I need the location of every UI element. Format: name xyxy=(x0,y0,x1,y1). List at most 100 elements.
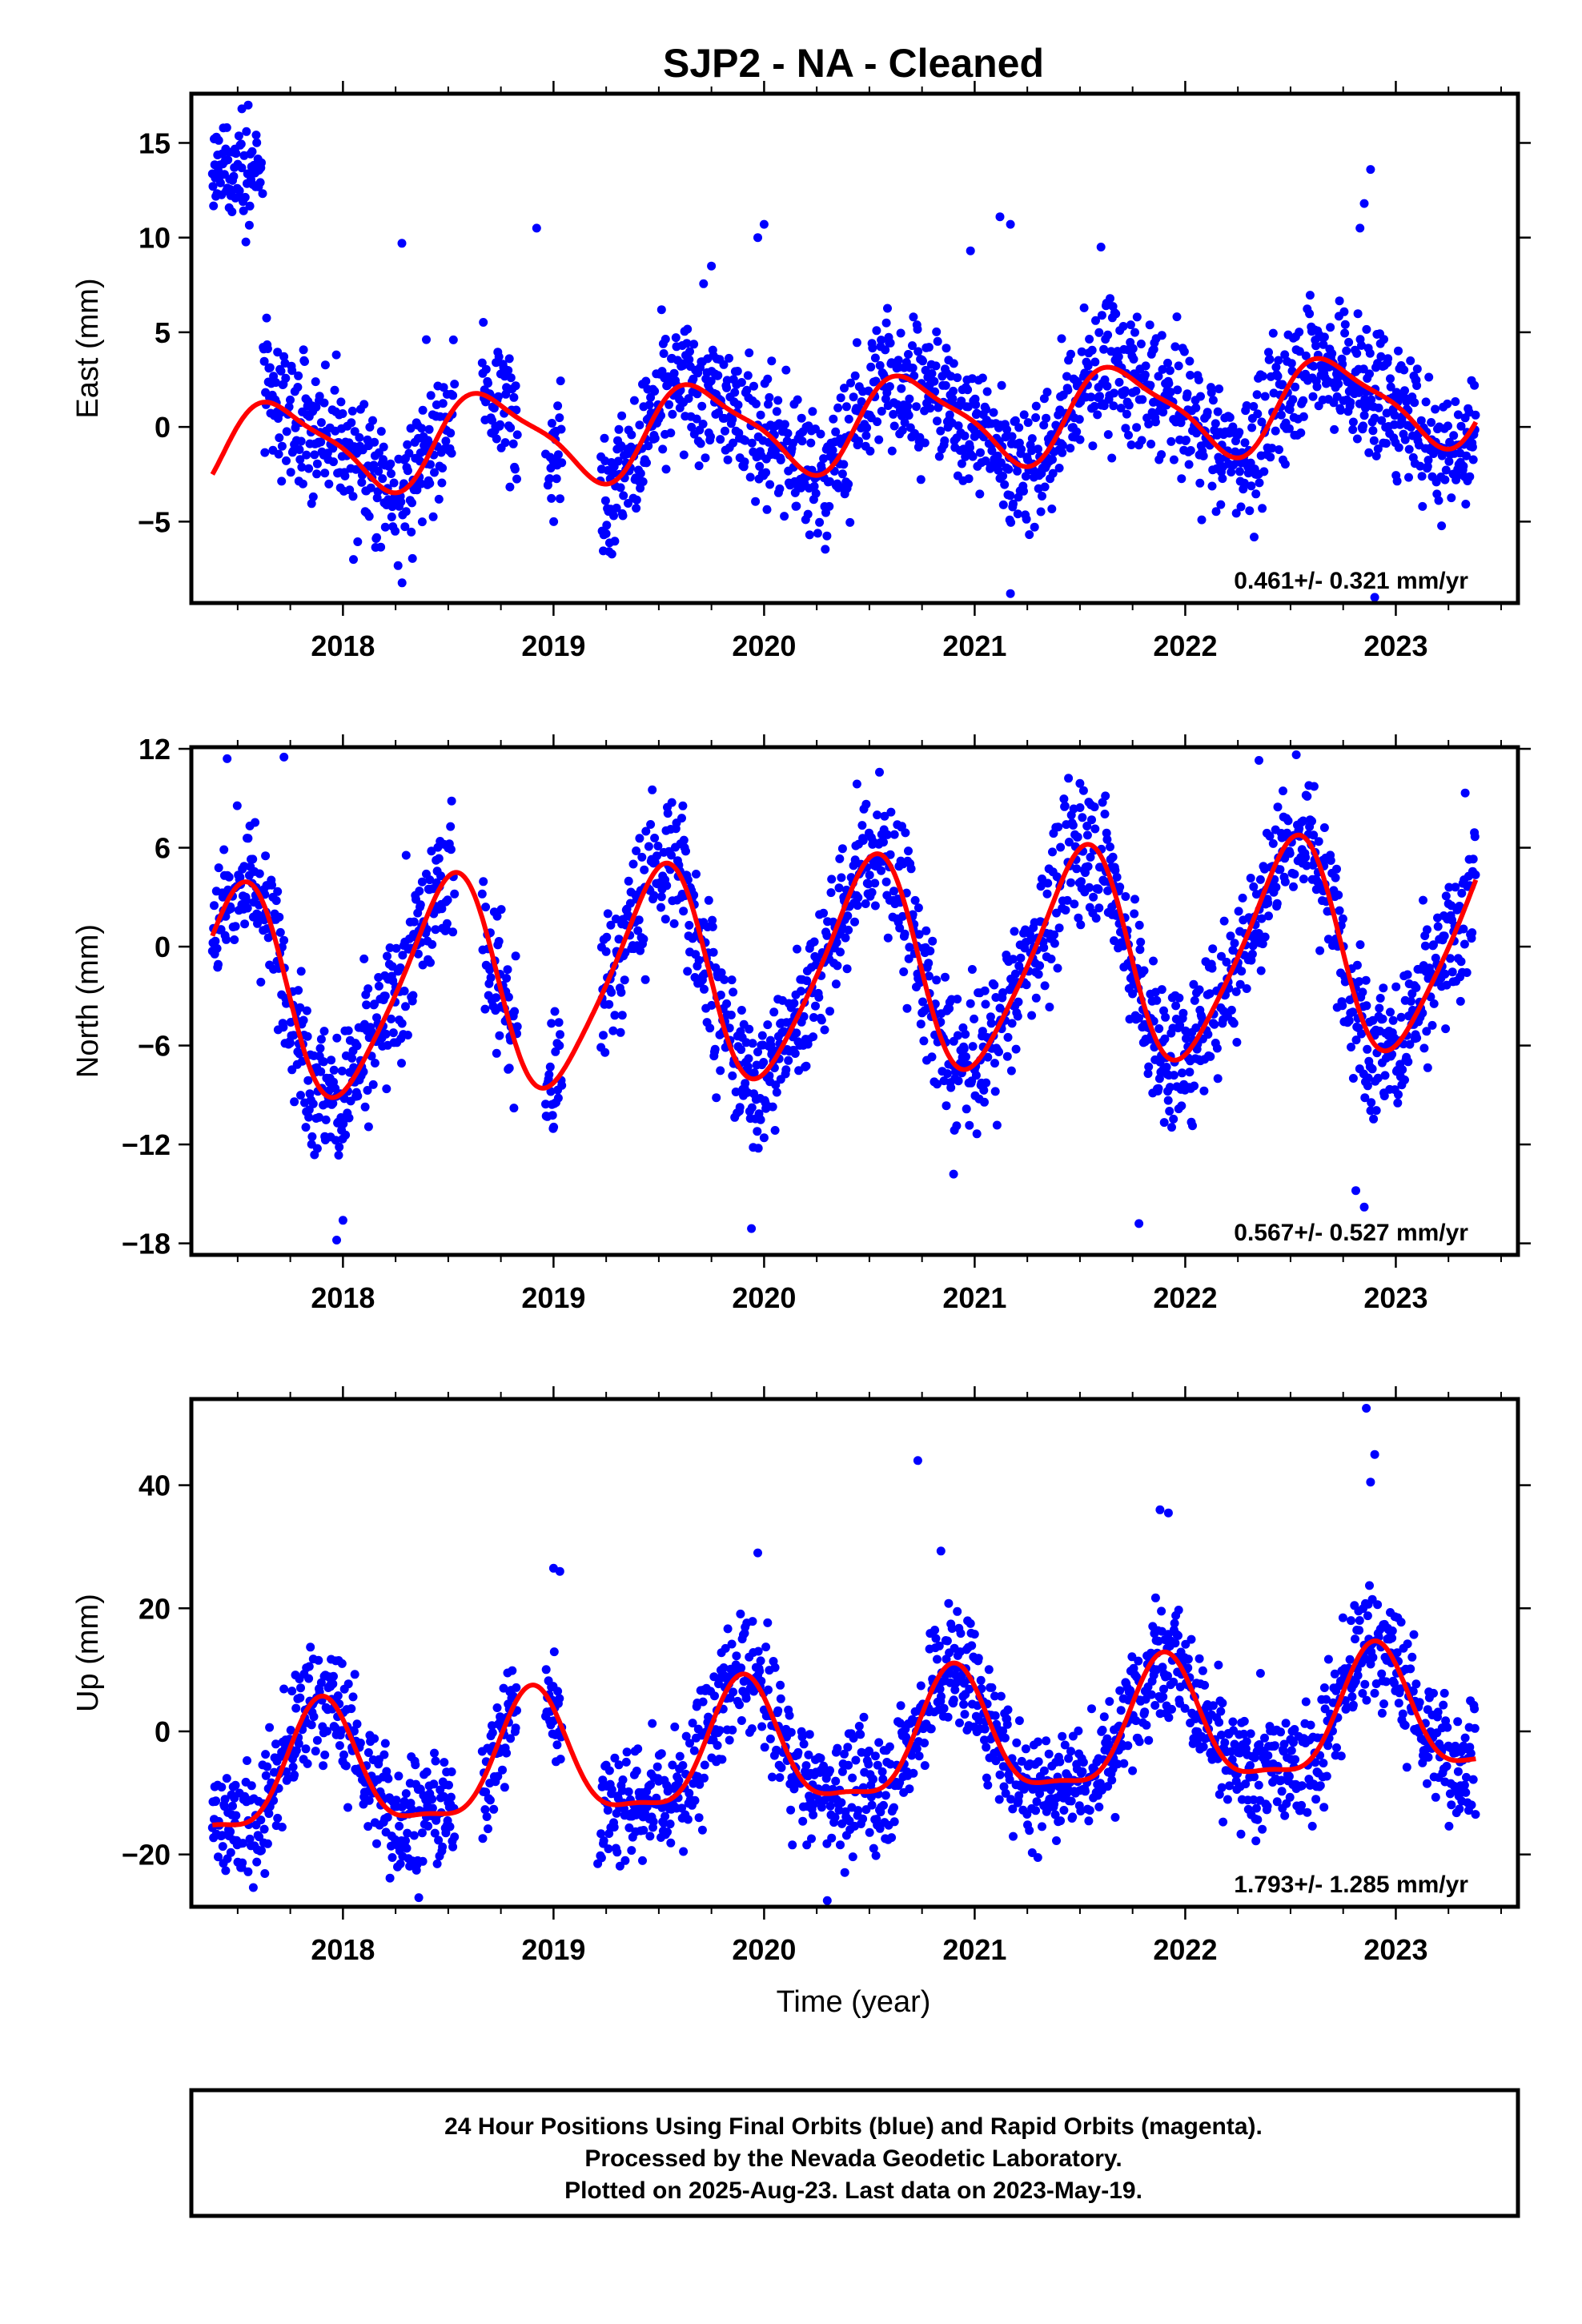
east-data-point xyxy=(1447,493,1456,503)
east-data-point xyxy=(629,396,639,405)
east-data-point xyxy=(556,424,566,434)
east-data-point xyxy=(751,399,761,408)
east-data-point xyxy=(1330,424,1339,434)
up-data-point xyxy=(688,1719,697,1728)
east-data-point xyxy=(745,472,755,482)
east-data-point xyxy=(1348,417,1358,427)
east-data-point xyxy=(1423,456,1433,465)
up-data-point xyxy=(853,1806,863,1815)
up-data-point xyxy=(697,1825,707,1835)
east-data-point xyxy=(871,376,881,386)
north-data-point xyxy=(210,901,219,911)
north-data-point xyxy=(725,1023,734,1033)
north-data-point xyxy=(883,933,893,943)
north-data-point xyxy=(852,779,861,789)
north-data-point xyxy=(388,1028,398,1038)
east-data-point xyxy=(721,426,729,436)
north-data-point xyxy=(704,895,713,905)
up-data-point xyxy=(447,1767,456,1776)
north-data-point xyxy=(1419,1043,1429,1053)
up-data-point xyxy=(974,1654,983,1663)
east-data-point xyxy=(1258,372,1267,381)
east-data-point xyxy=(418,405,428,415)
east-data-point xyxy=(396,497,406,507)
east-data-point xyxy=(372,493,382,503)
north-data-point xyxy=(726,1011,736,1019)
north-data-point xyxy=(1167,1123,1176,1132)
north-data-point xyxy=(1102,828,1111,838)
up-data-point xyxy=(1123,1741,1133,1751)
east-data-point xyxy=(698,420,708,428)
east-data-point xyxy=(904,350,913,359)
north-data-point xyxy=(692,870,701,879)
up-data-point xyxy=(955,1718,964,1727)
east-data-point xyxy=(1174,361,1183,371)
north-data-point xyxy=(1373,1073,1383,1083)
east-data-point xyxy=(553,401,563,411)
up-data-point xyxy=(428,1795,437,1804)
east-data-point xyxy=(1207,388,1216,397)
up-data-point xyxy=(825,1766,834,1775)
east-data-point xyxy=(259,356,269,366)
east-data-point xyxy=(426,460,435,469)
east-data-point xyxy=(1047,505,1057,513)
up-data-point xyxy=(874,1738,884,1747)
up-data-point xyxy=(776,1680,785,1690)
up-data-point xyxy=(809,1810,818,1819)
up-data-point xyxy=(432,1859,442,1868)
up-data-point xyxy=(934,1641,944,1651)
north-data-point xyxy=(801,1061,811,1071)
north-data-point xyxy=(1115,883,1125,892)
north-data-point xyxy=(1121,892,1130,901)
east-data-point xyxy=(1218,474,1227,484)
up-data-point xyxy=(438,1842,448,1852)
east-data-point xyxy=(1150,417,1160,427)
up-data-point xyxy=(678,1761,688,1770)
up-data-point xyxy=(720,1671,729,1680)
east-data-point xyxy=(273,348,283,357)
east-data-point xyxy=(300,357,309,366)
east-data-point xyxy=(845,517,855,527)
east-data-point xyxy=(1072,427,1082,436)
east-data-point xyxy=(883,304,892,313)
up-data-point xyxy=(273,1813,283,1823)
north-data-point xyxy=(479,877,488,887)
north-data-point xyxy=(334,1151,343,1160)
east-data-point xyxy=(275,433,284,443)
north-data-point xyxy=(1036,882,1046,891)
up-data-point xyxy=(1039,1766,1049,1775)
north-data-point xyxy=(243,903,252,913)
north-data-point xyxy=(1427,1020,1437,1030)
north-data-point xyxy=(981,999,990,1009)
east-data-point xyxy=(330,385,339,395)
east-data-point xyxy=(957,396,966,406)
up-data-point xyxy=(294,1739,303,1748)
up-data-point xyxy=(502,1748,512,1758)
north-data-point xyxy=(1102,834,1112,844)
north-data-point xyxy=(1247,949,1257,959)
east-data-point xyxy=(368,416,377,425)
up-data-point xyxy=(889,1817,899,1827)
east-data-point xyxy=(966,443,974,452)
east-data-point xyxy=(1157,331,1166,340)
north-data-point xyxy=(1022,980,1031,990)
east-data-point xyxy=(1382,408,1391,418)
up-data-point xyxy=(970,1630,979,1639)
east-data-point xyxy=(494,392,503,401)
north-data-point xyxy=(1255,875,1265,884)
up-data-point xyxy=(512,1683,521,1692)
east-data-point xyxy=(982,404,991,414)
north-data-point xyxy=(1006,1066,1016,1076)
east-data-point xyxy=(310,450,319,460)
north-data-point xyxy=(648,785,657,794)
north-data-point xyxy=(1157,985,1166,995)
east-data-point xyxy=(1140,370,1150,380)
east-data-point xyxy=(671,333,681,343)
up-data-point xyxy=(801,1761,811,1771)
north-data-point xyxy=(255,869,264,879)
east-data-point xyxy=(699,279,709,288)
east-data-point xyxy=(276,366,286,376)
north-data-point xyxy=(678,801,688,810)
north-data-point xyxy=(434,854,444,863)
north-data-point xyxy=(1174,993,1184,1003)
